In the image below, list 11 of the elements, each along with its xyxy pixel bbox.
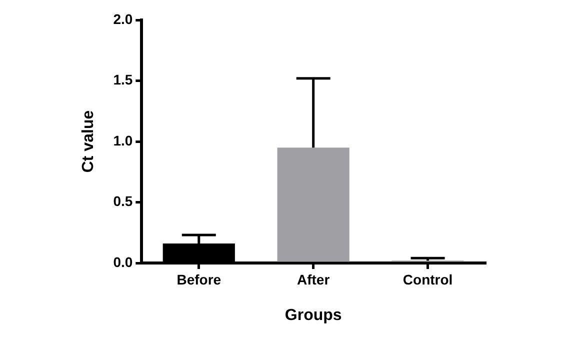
y-tick-label: 2.0 [113,10,133,27]
bar [277,148,350,262]
x-tick-label: After [296,271,330,288]
y-tick-label: 1.0 [113,132,133,148]
y-tick-label: 0.0 [113,254,133,270]
x-tick-label: Before [176,271,222,288]
y-axis-title: Ct value [80,110,98,173]
y-tick-label: 0.5 [113,193,133,210]
x-tick-label: Control [402,271,453,288]
y-tick-label: 1.5 [113,72,133,88]
x-axis-title: Groups [284,306,342,324]
